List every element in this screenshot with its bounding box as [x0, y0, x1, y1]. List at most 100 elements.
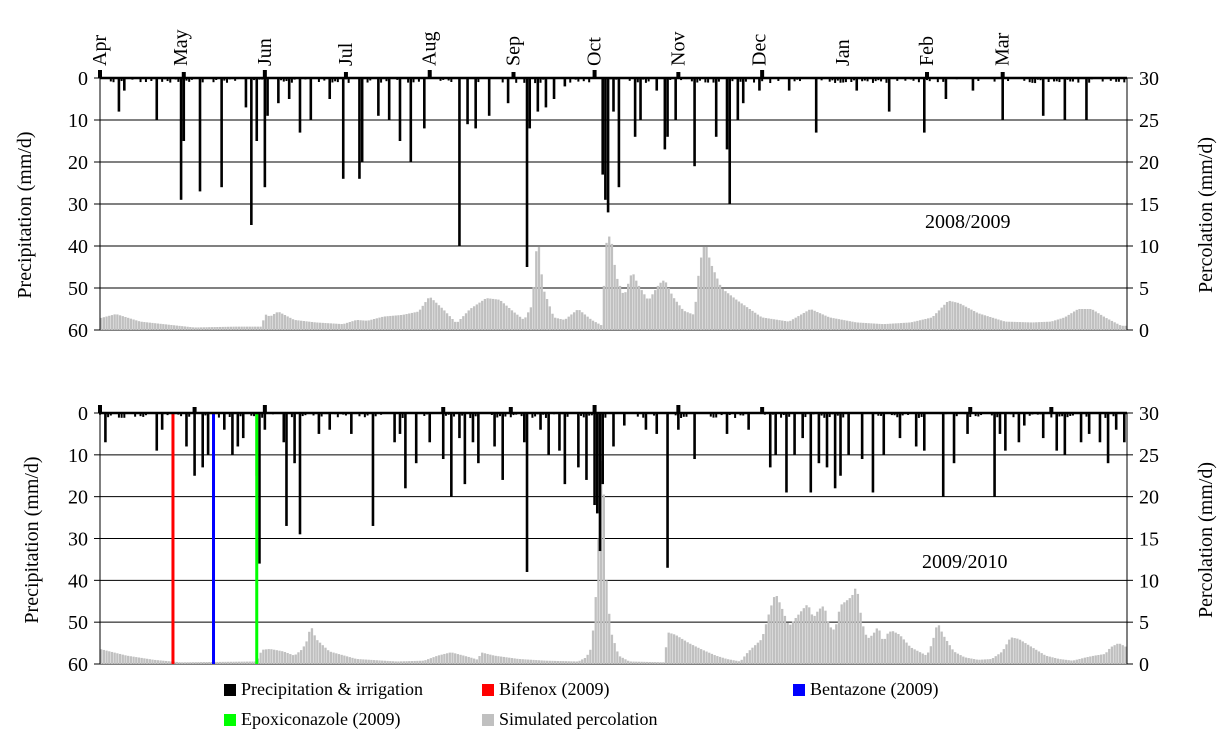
precipitation-bar	[707, 78, 710, 83]
y-tick-label-right: 10	[1139, 570, 1159, 592]
percolation-bar	[786, 622, 789, 664]
percolation-bar	[543, 291, 546, 330]
percolation-bar	[932, 316, 935, 330]
percolation-bar	[564, 661, 568, 664]
precipitation-bar	[696, 78, 699, 83]
precipitation-bar	[1115, 78, 1118, 82]
percolation-bar	[799, 611, 803, 664]
precipitation-bar	[374, 413, 377, 417]
percolation-bar	[902, 639, 905, 664]
percolation-bar	[921, 653, 924, 664]
precipitation-bar	[1041, 413, 1045, 439]
percolation-bar	[518, 659, 522, 664]
precipitation-bar	[566, 413, 569, 417]
percolation-bar	[645, 661, 649, 664]
percolation-bar	[613, 643, 616, 664]
percolation-bar	[102, 317, 105, 330]
percolation-bar	[1051, 657, 1054, 664]
percolation-bar	[448, 316, 451, 330]
precipitation-bar	[942, 78, 945, 82]
percolation-bar	[772, 597, 776, 664]
percolation-bar	[1054, 657, 1057, 664]
percolation-bar	[397, 661, 400, 664]
precipitation-bar	[179, 78, 183, 200]
percolation-bar	[897, 323, 900, 330]
precipitation-bar	[363, 413, 366, 418]
percolation-bar	[713, 655, 716, 664]
percolation-bar	[1062, 659, 1065, 664]
precipitation-bar	[1007, 78, 1010, 82]
precipitation-bar	[742, 413, 745, 416]
precipitation-bar	[612, 78, 615, 112]
percolation-bar	[594, 322, 597, 331]
percolation-bar	[702, 650, 705, 664]
percolation-bar	[918, 652, 922, 664]
percolation-bar	[167, 324, 170, 330]
percolation-bar	[840, 604, 843, 664]
percolation-bar	[562, 661, 565, 664]
precipitation-bar	[798, 78, 801, 82]
y-axis-label-left: Precipitation (mm/d)	[21, 456, 43, 623]
percolation-bar	[1110, 320, 1114, 330]
percolation-bar	[813, 310, 816, 330]
precipitation-bar	[839, 413, 842, 416]
percolation-bar	[208, 662, 211, 664]
percolation-bar	[459, 654, 462, 664]
percolation-bar	[418, 309, 422, 330]
precipitation-bar	[474, 413, 477, 417]
percolation-bar	[481, 652, 484, 664]
precipitation-bar	[263, 413, 267, 430]
percolation-bar	[499, 300, 503, 330]
percolation-bar	[862, 322, 865, 330]
percolation-bar	[421, 305, 424, 330]
precipitation-bar	[112, 78, 115, 83]
percolation-bar	[537, 247, 541, 330]
percolation-bar	[970, 309, 973, 330]
precipitation-bar	[928, 78, 931, 82]
precipitation-bar	[582, 78, 585, 82]
irrigation-bar	[511, 72, 516, 78]
percolation-bar	[767, 614, 770, 664]
precipitation-bar	[747, 413, 750, 430]
percolation-bar	[386, 660, 389, 664]
precipitation-bar	[774, 413, 777, 455]
precipitation-bar	[1047, 78, 1050, 82]
legend-swatch	[482, 684, 494, 696]
precipitation-bar	[1063, 413, 1067, 455]
percolation-bar	[502, 656, 505, 664]
legend-item: Epoxiconazole (2009)	[224, 709, 400, 730]
y-tick-label-right: 30	[1139, 403, 1159, 425]
precipitation-bar	[577, 413, 580, 468]
percolation-bar	[405, 661, 408, 664]
percolation-bar	[829, 317, 833, 330]
percolation-bar	[337, 654, 341, 664]
percolation-bar	[851, 594, 854, 664]
precipitation-bar	[336, 413, 339, 418]
y-tick-label-right: 15	[1139, 529, 1159, 551]
y-tick-label-left: 0	[78, 68, 88, 90]
precipitation-bar	[139, 413, 142, 417]
percolation-bar	[318, 322, 322, 330]
percolation-bar	[713, 272, 716, 330]
precipitation-bar	[736, 78, 740, 120]
percolation-bar	[689, 313, 692, 330]
percolation-bar	[391, 661, 395, 664]
precipitation-bar	[966, 413, 969, 418]
precipitation-bar	[428, 413, 432, 443]
percolation-bar	[654, 662, 657, 664]
percolation-bar	[997, 654, 1000, 664]
percolation-bar	[845, 320, 849, 330]
percolation-bar	[583, 314, 587, 330]
y-tick-label-right: 20	[1139, 152, 1159, 174]
percolation-bar	[1094, 655, 1097, 664]
precipitation-bar	[277, 78, 280, 104]
irrigation-bar	[508, 407, 513, 413]
percolation-bar	[575, 661, 578, 664]
legend-label: Precipitation & irrigation	[241, 679, 423, 699]
percolation-bar	[554, 317, 557, 330]
precipitation-bar	[588, 78, 591, 83]
percolation-bar	[200, 327, 203, 330]
percolation-bar	[302, 321, 305, 330]
precipitation-bar	[282, 413, 285, 418]
y-tick-label-left: 10	[68, 445, 88, 467]
